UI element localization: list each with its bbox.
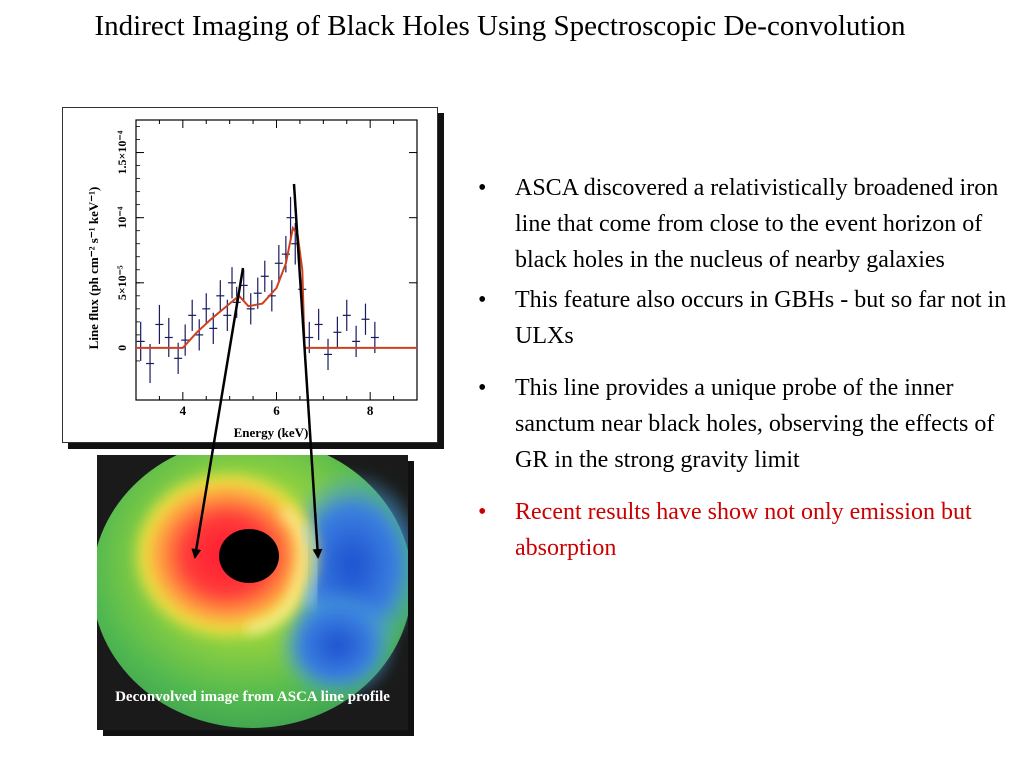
- bullet-icon: •: [478, 287, 487, 313]
- bullet-text: Recent results have show not only emissi…: [515, 499, 972, 561]
- slide-title: Indirect Imaging of Black Holes Using Sp…: [94, 10, 906, 42]
- spectrum-chart: 4 6 8 0 5×10⁻⁵ 10⁻⁴ 1.5×10⁻⁴ Energy (keV) Line…: [86, 119, 418, 440]
- y-tick-label: 10⁻⁴: [115, 206, 129, 228]
- bullet-item: • This feature also occurs in GBHs - but …: [478, 282, 1018, 354]
- black-hole-shadow: [219, 529, 279, 583]
- bullet-icon: •: [478, 375, 487, 401]
- deconvolved-image-panel: Deconvolved image from ASCA line profile: [97, 455, 408, 730]
- bullet-item: • ASCA discovered a relativistically broa…: [478, 170, 1018, 278]
- x-axis-label: Energy (keV): [234, 425, 309, 440]
- blueshift-region: [277, 590, 397, 700]
- x-tick-label: 8: [367, 403, 374, 418]
- bullet-icon: •: [478, 175, 487, 201]
- bullet-list: • ASCA discovered a relativistically broa…: [478, 170, 1018, 566]
- bullet-text: ASCA discovered a relativistically broad…: [515, 175, 999, 273]
- y-axis-label: Line flux (ph cm⁻² s⁻¹ keV⁻¹): [86, 187, 101, 350]
- y-tick-label: 5×10⁻⁵: [115, 265, 129, 300]
- deconvolved-image: [97, 455, 408, 730]
- bullet-item: • This line provides a unique probe of th…: [478, 370, 1018, 478]
- bullet-item: • Recent results have show not only emiss…: [478, 494, 1018, 566]
- y-tick-label: 1.5×10⁻⁴: [115, 130, 129, 174]
- bullet-text: This feature also occurs in GBHs - but s…: [515, 287, 1007, 349]
- bullet-text: This line provides a unique probe of the…: [515, 375, 995, 473]
- spectrum-plot-panel: 4 6 8 0 5×10⁻⁵ 10⁻⁴ 1.5×10⁻⁴ Energy (keV) Line…: [62, 107, 438, 443]
- x-tick-label: 4: [180, 403, 187, 418]
- image-caption: Deconvolved image from ASCA line profile: [115, 689, 390, 705]
- x-tick-label: 6: [273, 403, 280, 418]
- bullet-icon: •: [478, 499, 487, 525]
- y-tick-label: 0: [115, 345, 129, 351]
